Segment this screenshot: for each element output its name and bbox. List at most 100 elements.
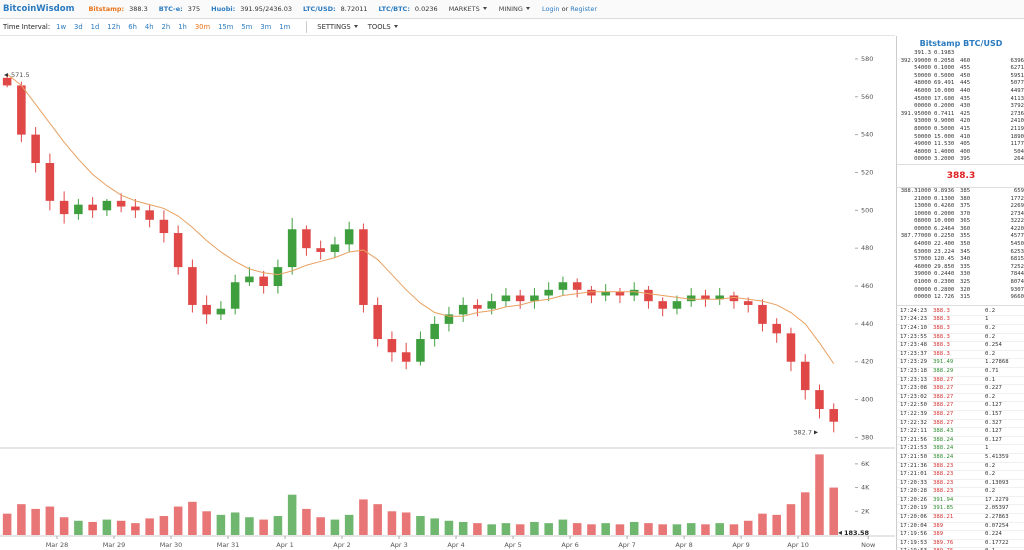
interval-button[interactable]: 3m	[260, 23, 272, 31]
menu[interactable]: TOOLS	[368, 23, 398, 31]
logo[interactable]: BitcoinWisdom	[3, 4, 75, 14]
interval-button[interactable]: 5m	[241, 23, 253, 31]
volume-pointer	[838, 530, 842, 535]
trade-row: 17:21:56 388.24 0.127	[897, 437, 1024, 446]
volume-bar	[145, 518, 154, 535]
book-row: 388.31000 9.8936 385 659	[897, 188, 1024, 196]
book-row: 391.3 0.1983	[897, 50, 1024, 58]
candle-body	[202, 304, 211, 315]
trade-row: 17:24:23 388.3 1	[897, 316, 1024, 325]
trade-row: 17:19:53 389.76 0.1	[897, 548, 1024, 550]
x-tick-label: Apr 3	[390, 541, 407, 549]
register-link[interactable]: Register	[570, 5, 598, 13]
interval-button[interactable]: 1w	[56, 23, 67, 31]
volume-bar	[701, 524, 710, 535]
ticker[interactable]: BTC-e: 375	[159, 5, 200, 13]
trade-row: 17:21:50 388.24 5.41359	[897, 454, 1024, 463]
book-cell: 10.000	[934, 87, 955, 94]
candle-body	[473, 304, 482, 309]
trade-price: 388.27	[933, 385, 954, 392]
ticker[interactable]: LTC/BTC: 0.0236	[379, 5, 438, 13]
trade-amount: 0.2	[985, 350, 996, 357]
x-tick-label: Apr 4	[447, 541, 464, 549]
menu[interactable]: SETTINGS	[317, 23, 357, 31]
trade-price: 388.3	[933, 333, 950, 340]
volume-bar	[230, 512, 240, 535]
trade-amount: 0.2	[985, 471, 996, 478]
volume-tick-label: 2K	[861, 507, 870, 515]
asks: 391.3 0.1983 392.99000 0.2058 460 6396 54000 0.…	[897, 50, 1024, 164]
interval-button[interactable]: 1d	[90, 23, 100, 31]
volume-bar	[587, 524, 596, 535]
trade-time: 17:23:18	[900, 367, 927, 374]
trade-amount: 5.41359	[985, 453, 1009, 460]
trade-price: 388.3	[933, 342, 950, 349]
interval-button[interactable]: 3d	[74, 23, 83, 31]
volume-bar	[2, 513, 12, 535]
volume-bar	[686, 523, 696, 535]
login-link[interactable]: Login	[541, 5, 560, 13]
candle-body	[45, 163, 55, 201]
trade-price: 388.27	[933, 410, 954, 417]
interval-button[interactable]: 1m	[279, 23, 291, 31]
trade-price: 388.23	[933, 488, 954, 495]
volume-bar	[401, 512, 411, 535]
trade-row: 17:22:50 388.27 0.127	[897, 402, 1024, 411]
low-label: 382.7	[793, 428, 812, 436]
ticker-label: Bitstamp:	[88, 5, 125, 13]
book-cell: 12.726	[934, 294, 955, 301]
trade-time: 17:20:06	[900, 514, 927, 521]
trade-row: 17:22:32 388.27 0.327	[897, 420, 1024, 429]
trade-time: 17:22:11	[900, 428, 927, 435]
volume-bar	[330, 519, 340, 535]
interval-button[interactable]: 2h	[161, 23, 171, 31]
book-cell: 00000	[914, 286, 931, 293]
ticker[interactable]: LTC/USD: 8.72011	[303, 5, 368, 13]
candle-body	[245, 276, 254, 283]
trade-amount: 0.07254	[985, 522, 1009, 529]
interval-button[interactable]: 15m	[218, 23, 234, 31]
ticker-value: 0.0236	[414, 5, 438, 13]
book-cell: 375	[960, 203, 971, 210]
book-cell: 00000	[914, 225, 931, 232]
book-row: 50000 15.000 410 1890	[897, 134, 1024, 142]
trade-row: 17:23:37 388.3 0.2	[897, 351, 1024, 360]
ticker[interactable]: Huobi: 391.95/2436.03	[211, 5, 292, 13]
book-row: 93000 9.9000 420 2410	[897, 118, 1024, 126]
interval-button[interactable]: 30m	[194, 23, 211, 31]
volume-bar	[501, 523, 511, 535]
trade-amount: 0.71	[985, 367, 999, 374]
volume-bar	[259, 519, 268, 535]
interval-button[interactable]: 12h	[107, 23, 121, 31]
volume-bar	[601, 523, 610, 535]
chart: 380 400 420 440 460 480 500 520 540 560 580 2K 4K 6K M…	[0, 55, 895, 549]
book-cell: 415	[960, 125, 971, 132]
interval-button[interactable]: 1h	[178, 23, 187, 31]
trade-row: 17:23:48 388.3 0.254	[897, 342, 1024, 351]
book-cell: 430	[960, 103, 971, 110]
trade-price: 388.3	[933, 316, 950, 323]
book-cell: 4577	[1010, 233, 1024, 240]
candle-body	[359, 229, 368, 305]
menu[interactable]: MARKETS	[449, 5, 487, 13]
book-row: 46000 29.850 335 7252	[897, 264, 1024, 272]
volume-bar	[758, 513, 767, 535]
book-cell: 0.7411	[934, 110, 955, 117]
book-cell: 17.600	[934, 95, 955, 102]
trade-row: 17:20:04 389 0.07254	[897, 523, 1024, 532]
interval-button[interactable]: 6h	[128, 23, 137, 31]
book-row: 01000 0.2300 325 8074	[897, 279, 1024, 287]
menu[interactable]: MINING	[499, 5, 530, 13]
trade-row: 17:20:28 388.23 0.2	[897, 488, 1024, 497]
trade-time: 17:22:32	[900, 419, 927, 426]
trade-row: 17:23:13 388.27 0.1	[897, 377, 1024, 386]
candle-body	[287, 229, 297, 268]
candle-body	[544, 289, 553, 296]
book-cell: 0.2000	[934, 103, 955, 110]
ticker[interactable]: Bitstamp: 388.3	[88, 5, 147, 13]
book-cell: 10.000	[934, 218, 955, 225]
interval-button[interactable]: 4h	[144, 23, 154, 31]
book-row: 21000 0.1300 380 1772	[897, 196, 1024, 204]
ticker-label: Huobi:	[211, 5, 236, 13]
candle-body	[615, 291, 625, 296]
